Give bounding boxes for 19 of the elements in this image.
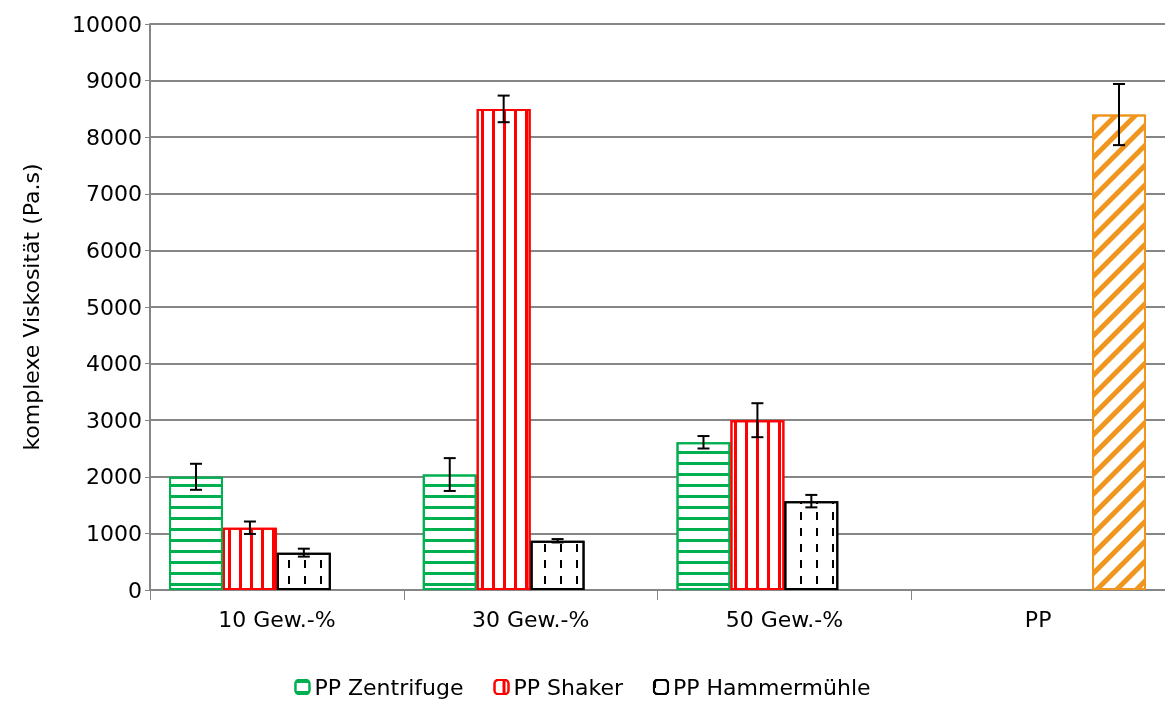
y-tick-label: 0 (128, 577, 142, 603)
x-tick-label: 30 Gew.-% (471, 606, 590, 632)
y-tick-label: 4000 (86, 351, 142, 377)
y-tick-label: 1000 (86, 520, 142, 546)
x-tick-label: 50 Gew.-% (725, 606, 844, 632)
y-tick-label: 7000 (86, 181, 142, 207)
y-tick-label: 5000 (86, 294, 142, 320)
legend-label: PP Shaker (513, 674, 624, 700)
y-tick-label: 6000 (86, 237, 142, 263)
y-tick-label: 3000 (86, 407, 142, 433)
legend-label: PP Zentrifuge (314, 674, 464, 700)
y-tick-label: 2000 (86, 464, 142, 490)
y-tick-label: 9000 (86, 68, 142, 94)
y-tick-label: 8000 (86, 124, 142, 150)
y-tick-label: 10000 (72, 11, 142, 37)
x-tick-label: 10 Gew.-% (218, 606, 336, 632)
x-tick-label: PP (1024, 606, 1052, 632)
y-axis-title: komplexe Viskosität (Pa.s) (18, 163, 44, 451)
legend-label: PP Hammermühle (672, 674, 871, 700)
